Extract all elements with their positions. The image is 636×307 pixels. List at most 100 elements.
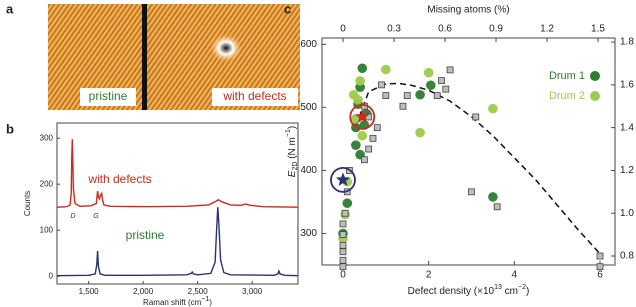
point	[423, 67, 434, 78]
axis-label-part: )	[209, 298, 212, 307]
x-tick-label: 2,500	[188, 287, 209, 296]
square-point	[438, 77, 445, 84]
square-point	[403, 92, 411, 99]
tick-label: 600	[300, 39, 317, 50]
axis-label-part: )	[287, 126, 298, 129]
spectrum-line	[56, 207, 299, 277]
square-point	[339, 231, 347, 239]
tick-label: 1.2	[620, 165, 634, 176]
image-label: pristine	[89, 89, 128, 103]
panel-label: c	[284, 1, 291, 16]
tick-label: 0.6	[438, 24, 452, 35]
image-label: with defects	[222, 89, 286, 103]
axis-label-part: E	[287, 170, 298, 177]
square-point	[369, 134, 377, 142]
legend-swatch	[590, 91, 600, 101]
tick-label: 6	[597, 270, 603, 281]
annotation: with defects	[87, 172, 151, 186]
tick-label: 2	[426, 270, 432, 281]
plot-frame	[321, 37, 616, 266]
tick-label: 0.9	[489, 24, 503, 35]
axis-label-part: −1	[285, 129, 292, 137]
tick-label: 1.0	[620, 208, 634, 219]
square-point	[472, 113, 480, 121]
square-point	[365, 145, 373, 153]
spectrum-line	[56, 139, 299, 208]
panel-a: pristine with defects	[48, 4, 300, 110]
tick-label: 400	[300, 165, 317, 176]
axis-label-part: Defect density (×10	[408, 286, 495, 297]
tick-label: 500	[300, 102, 317, 113]
point	[488, 103, 498, 114]
point	[351, 140, 361, 150]
defect-blob	[210, 34, 242, 62]
tick-label: 4	[512, 270, 518, 281]
label-box	[212, 88, 298, 106]
axis-label-part: (N m	[287, 137, 298, 161]
square-point	[382, 92, 390, 99]
tick-label: 300	[300, 228, 317, 239]
axis-label: E2D (N m−1)	[285, 126, 299, 177]
point	[488, 192, 498, 202]
tick-label: 0.8	[620, 251, 634, 262]
annotation: D	[70, 213, 75, 220]
square-point	[442, 85, 450, 93]
square-point	[339, 256, 347, 264]
tick-label: 1.6	[620, 79, 634, 90]
point	[381, 64, 391, 75]
square-point	[399, 102, 407, 110]
point	[426, 80, 436, 91]
annotation: G	[93, 213, 99, 220]
point	[342, 198, 353, 209]
y-tick-label: 200	[40, 179, 54, 188]
y-tick-label: 0	[49, 271, 54, 280]
square-point	[339, 248, 347, 256]
square-point	[339, 263, 347, 271]
axis-label: Defect density (×1013 cm−2)	[408, 284, 530, 296]
square-point	[339, 220, 347, 228]
square-point	[339, 241, 347, 249]
square-point	[468, 188, 475, 196]
point	[415, 89, 425, 100]
y-tick-label: 100	[40, 225, 54, 234]
x2-axis-label: Missing atoms (%)	[427, 5, 509, 16]
star-marker	[355, 109, 370, 123]
axis-label-part: 2D	[292, 162, 299, 171]
tick-label: 1.4	[620, 122, 634, 133]
square-point	[493, 203, 501, 211]
tick-label: 1.8	[620, 37, 634, 48]
legend-label: Drum 2	[549, 90, 585, 102]
panel-label: b	[6, 121, 14, 136]
square-point	[373, 124, 381, 132]
axis-label-part: −2	[518, 284, 526, 291]
square-point	[433, 92, 441, 99]
annotation: pristine	[126, 228, 165, 242]
axis-label: Raman shift (cm−1)	[143, 296, 212, 307]
square-point	[341, 209, 349, 217]
square-point	[596, 252, 604, 260]
axis-label-part: 13	[494, 284, 502, 291]
x-tick-label: 1,500	[79, 287, 100, 296]
fit-curve	[355, 82, 601, 255]
square-point	[446, 66, 454, 74]
y-tick-label: 300	[40, 133, 54, 142]
point	[355, 76, 365, 86]
legend-label: Drum 1	[549, 70, 585, 82]
legend-swatch	[590, 71, 600, 81]
y-axis-label: Counts	[23, 191, 32, 216]
label-box	[80, 88, 136, 106]
axis-label-part: )	[526, 286, 529, 297]
axis-label-part: Raman shift (cm	[143, 298, 202, 307]
tick-label: 0	[340, 270, 346, 281]
x-tick-label: 3,000	[242, 287, 263, 296]
tick-label: 0	[340, 24, 346, 35]
tick-label: 0.3	[387, 24, 401, 35]
axis-label-part: −1	[201, 296, 209, 303]
point	[357, 130, 368, 141]
square-point	[596, 263, 604, 271]
point	[415, 127, 425, 138]
tick-label: 1.5	[591, 24, 605, 35]
marker-ring	[330, 166, 356, 193]
x-tick-label: 2,000	[133, 287, 154, 296]
